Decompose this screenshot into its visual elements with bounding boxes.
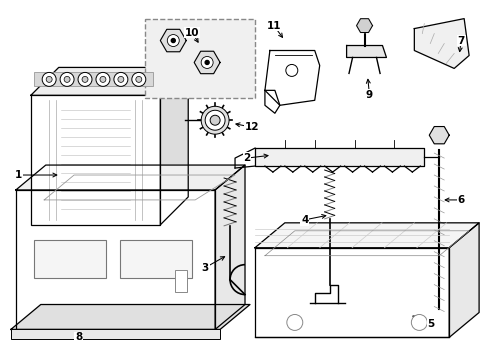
Circle shape (82, 76, 88, 82)
Circle shape (286, 315, 302, 330)
Circle shape (201, 57, 213, 68)
Circle shape (114, 72, 127, 86)
Bar (31, 95, 160, 225)
Circle shape (136, 76, 142, 82)
Text: 2: 2 (243, 153, 250, 163)
Text: 6: 6 (457, 195, 464, 205)
Circle shape (201, 106, 228, 134)
Text: 8: 8 (75, 332, 82, 342)
Polygon shape (254, 148, 424, 166)
Bar (34, 72, 153, 86)
Polygon shape (160, 29, 186, 52)
Polygon shape (356, 19, 372, 32)
Polygon shape (264, 50, 319, 105)
Text: 3: 3 (201, 263, 208, 273)
Text: 1: 1 (15, 170, 22, 180)
Polygon shape (448, 223, 478, 337)
Circle shape (100, 76, 106, 82)
Polygon shape (254, 223, 478, 248)
Circle shape (210, 115, 220, 125)
Circle shape (167, 35, 179, 46)
Circle shape (171, 39, 175, 42)
Polygon shape (160, 67, 188, 225)
Bar (145, 19, 254, 98)
Circle shape (132, 72, 145, 86)
Circle shape (42, 72, 56, 86)
Text: 10: 10 (184, 28, 199, 37)
Polygon shape (31, 67, 188, 95)
Circle shape (410, 315, 427, 330)
Circle shape (205, 60, 209, 64)
Text: 4: 4 (301, 215, 308, 225)
Circle shape (46, 76, 52, 82)
Circle shape (285, 64, 297, 76)
Circle shape (118, 76, 123, 82)
Text: 12: 12 (244, 122, 259, 132)
Circle shape (64, 76, 70, 82)
Polygon shape (413, 19, 468, 68)
Circle shape (60, 72, 74, 86)
Circle shape (78, 72, 92, 86)
Circle shape (205, 110, 224, 130)
Polygon shape (215, 165, 244, 329)
Polygon shape (16, 190, 215, 329)
Polygon shape (11, 305, 249, 329)
Text: 11: 11 (266, 21, 281, 31)
Text: 5: 5 (427, 319, 434, 329)
Polygon shape (194, 51, 220, 74)
Bar (11, 329, 220, 339)
Bar (175, 270, 187, 292)
Text: 9: 9 (365, 90, 372, 100)
Polygon shape (254, 248, 448, 337)
Bar (120, 240, 192, 278)
Polygon shape (428, 127, 448, 144)
Polygon shape (346, 45, 386, 58)
Polygon shape (16, 165, 244, 190)
Circle shape (96, 72, 110, 86)
Text: 7: 7 (457, 36, 464, 46)
Bar (34, 240, 105, 278)
